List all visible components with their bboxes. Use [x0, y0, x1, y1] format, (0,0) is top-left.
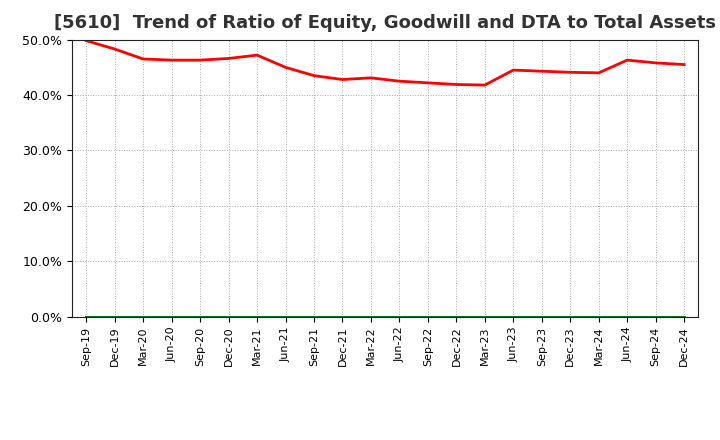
Deferred Tax Assets [452, 314, 461, 319]
Goodwill [82, 314, 91, 319]
Line: Equity: Equity [86, 41, 684, 85]
Equity [423, 80, 432, 85]
Equity [537, 69, 546, 74]
Goodwill [338, 314, 347, 319]
Goodwill [110, 314, 119, 319]
Equity [196, 58, 204, 63]
Deferred Tax Assets [480, 314, 489, 319]
Equity [82, 38, 91, 44]
Goodwill [623, 314, 631, 319]
Deferred Tax Assets [680, 314, 688, 319]
Goodwill [480, 314, 489, 319]
Goodwill [452, 314, 461, 319]
Goodwill [310, 314, 318, 319]
Goodwill [537, 314, 546, 319]
Equity [566, 70, 575, 75]
Deferred Tax Assets [366, 314, 375, 319]
Goodwill [253, 314, 261, 319]
Deferred Tax Assets [623, 314, 631, 319]
Equity [310, 73, 318, 78]
Equity [139, 56, 148, 62]
Deferred Tax Assets [652, 314, 660, 319]
Goodwill [225, 314, 233, 319]
Deferred Tax Assets [110, 314, 119, 319]
Deferred Tax Assets [139, 314, 148, 319]
Deferred Tax Assets [509, 314, 518, 319]
Equity [680, 62, 688, 67]
Goodwill [566, 314, 575, 319]
Equity [595, 70, 603, 76]
Deferred Tax Assets [338, 314, 347, 319]
Deferred Tax Assets [595, 314, 603, 319]
Equity [395, 78, 404, 84]
Equity [338, 77, 347, 82]
Equity [167, 58, 176, 63]
Deferred Tax Assets [225, 314, 233, 319]
Equity [282, 65, 290, 70]
Goodwill [680, 314, 688, 319]
Goodwill [196, 314, 204, 319]
Goodwill [509, 314, 518, 319]
Goodwill [395, 314, 404, 319]
Deferred Tax Assets [82, 314, 91, 319]
Deferred Tax Assets [423, 314, 432, 319]
Goodwill [366, 314, 375, 319]
Deferred Tax Assets [253, 314, 261, 319]
Deferred Tax Assets [395, 314, 404, 319]
Goodwill [167, 314, 176, 319]
Equity [652, 60, 660, 66]
Goodwill [595, 314, 603, 319]
Title: [5610]  Trend of Ratio of Equity, Goodwill and DTA to Total Assets: [5610] Trend of Ratio of Equity, Goodwil… [54, 15, 716, 33]
Equity [253, 52, 261, 58]
Equity [366, 75, 375, 81]
Deferred Tax Assets [196, 314, 204, 319]
Goodwill [282, 314, 290, 319]
Deferred Tax Assets [537, 314, 546, 319]
Deferred Tax Assets [310, 314, 318, 319]
Deferred Tax Assets [282, 314, 290, 319]
Deferred Tax Assets [566, 314, 575, 319]
Goodwill [423, 314, 432, 319]
Deferred Tax Assets [167, 314, 176, 319]
Equity [225, 56, 233, 61]
Equity [110, 46, 119, 51]
Equity [623, 58, 631, 63]
Equity [509, 67, 518, 73]
Goodwill [139, 314, 148, 319]
Equity [452, 82, 461, 87]
Equity [480, 82, 489, 88]
Goodwill [652, 314, 660, 319]
